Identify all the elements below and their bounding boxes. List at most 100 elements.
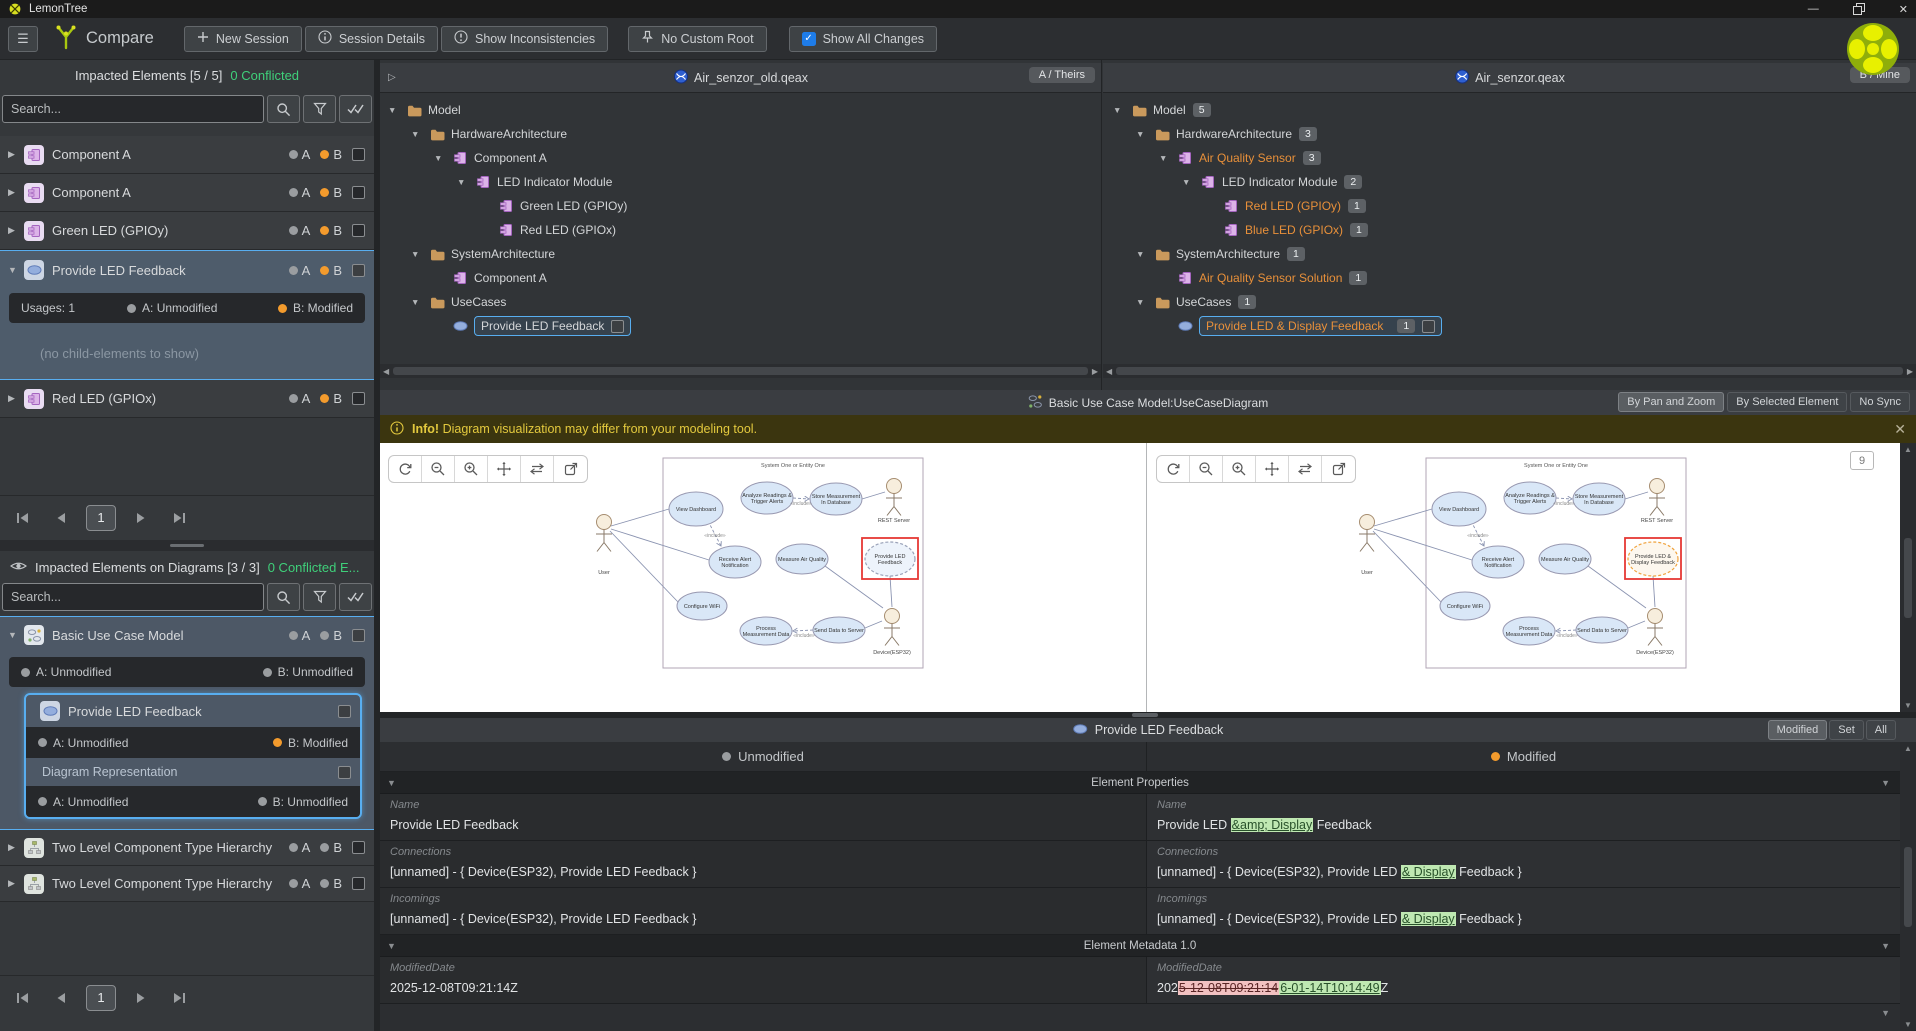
show-inconsistencies-button[interactable]: Show Inconsistencies	[441, 26, 608, 52]
collapse-tree-icon[interactable]: ▷	[388, 72, 396, 83]
tree-node[interactable]: ▼SystemArchitecture1	[1103, 242, 1916, 266]
sub-checkbox[interactable]	[338, 766, 351, 779]
tree-node[interactable]: ▼Air Quality Sensor3	[1103, 146, 1916, 170]
tree-node[interactable]: ▼HardwareArchitecture3	[1103, 122, 1916, 146]
menu-button[interactable]: ☰	[8, 26, 38, 52]
chevron-down-icon[interactable]: ▼	[411, 297, 428, 307]
filter-button[interactable]	[303, 95, 336, 123]
chevron-right-icon[interactable]: ▶	[8, 187, 24, 198]
tree-node[interactable]: ▼LED Indicator Module	[380, 170, 1101, 194]
chevron-right-icon[interactable]: ▶	[8, 842, 24, 853]
selected-diagram-element-card[interactable]: Provide LED Feedback A: Unmodified B: Mo…	[24, 693, 362, 819]
tree-item[interactable]: ▶Green LED (GPIOy)AB	[0, 212, 374, 250]
tree-node[interactable]: ▼Component A	[380, 146, 1101, 170]
usecase-diagram-a[interactable]: System One or Entity OneView DashboardAn…	[380, 443, 1147, 712]
collapse-icon[interactable]: ▼	[387, 941, 396, 951]
chevron-down-icon[interactable]: ▼	[1182, 177, 1199, 187]
collapse-icon[interactable]: ▼	[1881, 778, 1890, 788]
search-input-2[interactable]	[2, 583, 264, 611]
tree-node[interactable]: ▼UseCases1	[1103, 290, 1916, 314]
next-page-button[interactable]	[128, 507, 154, 529]
diagram-representation-row[interactable]: Diagram Representation	[26, 758, 360, 786]
row-checkbox[interactable]	[352, 629, 365, 642]
checkbox-checked-icon[interactable]: ✓	[802, 32, 816, 46]
chevron-down-icon[interactable]: ▼	[1136, 249, 1153, 259]
row-checkbox[interactable]	[352, 148, 365, 161]
no-custom-root-button[interactable]: No Custom Root	[628, 26, 766, 52]
last-page-button-2[interactable]	[166, 987, 192, 1009]
sync-off-button[interactable]: No Sync	[1850, 392, 1910, 412]
collapse-icon[interactable]: ▼	[1881, 941, 1890, 951]
node-checkbox[interactable]	[1422, 320, 1435, 333]
pan-button[interactable]	[488, 456, 521, 482]
tree-a-hscrollbar[interactable]: ◀▶	[380, 364, 1101, 378]
tree-node[interactable]: Air Quality Sensor Solution1	[1103, 266, 1916, 290]
zoom-in-button[interactable]	[455, 456, 488, 482]
details-vscrollbar[interactable]: ▲▼	[1900, 742, 1916, 1031]
first-page-button[interactable]	[10, 507, 36, 529]
close-button[interactable]: ✕	[1899, 3, 1908, 16]
chevron-down-icon[interactable]: ▼	[1159, 153, 1176, 163]
zoom-out-button[interactable]	[422, 456, 455, 482]
sidebar-splitter[interactable]	[0, 540, 374, 551]
row-checkbox[interactable]	[352, 392, 365, 405]
maximize-button[interactable]	[1853, 3, 1865, 15]
chevron-right-icon[interactable]: ▶	[8, 225, 24, 236]
sync-pan-zoom-button[interactable]: By Pan and Zoom	[1618, 392, 1724, 412]
tree-item[interactable]: ▶Component AAB	[0, 136, 374, 174]
chevron-down-icon[interactable]: ▼	[411, 249, 428, 259]
first-page-button-2[interactable]	[10, 987, 36, 1009]
chevron-down-icon[interactable]: ▼	[1136, 297, 1153, 307]
tree-node[interactable]: Component A	[380, 266, 1101, 290]
row-checkbox[interactable]	[352, 186, 365, 199]
refresh-button[interactable]	[1157, 456, 1190, 482]
chevron-down-icon[interactable]: ▼	[457, 177, 474, 187]
card-title-row[interactable]: Provide LED Feedback	[26, 695, 360, 727]
chevron-down-icon[interactable]: ▼	[1136, 129, 1153, 139]
tree-node[interactable]: ▼HardwareArchitecture	[380, 122, 1101, 146]
row-checkbox[interactable]	[352, 264, 365, 277]
tree-item[interactable]: ▼Provide LED FeedbackAB	[0, 251, 374, 289]
search-input[interactable]	[2, 95, 264, 123]
last-page-button[interactable]	[166, 507, 192, 529]
zoom-out-button[interactable]	[1190, 456, 1223, 482]
node-checkbox[interactable]	[611, 320, 624, 333]
select-all-button[interactable]	[339, 95, 372, 123]
sync-selected-element-button[interactable]: By Selected Element	[1727, 392, 1847, 412]
search-button-2[interactable]	[267, 583, 300, 611]
tree-node-selected[interactable]: Provide LED & Display Feedback1	[1103, 314, 1916, 338]
current-page-2[interactable]: 1	[86, 985, 116, 1011]
chevron-down-icon[interactable]: ▼	[411, 129, 428, 139]
card-checkbox[interactable]	[338, 705, 351, 718]
selection-frame[interactable]: Provide LED Feedback	[474, 316, 631, 336]
chevron-down-icon[interactable]: ▼	[434, 153, 451, 163]
selection-frame[interactable]: Provide LED & Display Feedback1	[1199, 316, 1442, 336]
tree-node[interactable]: Red LED (GPIOy)1	[1103, 194, 1916, 218]
filter-modified-button[interactable]: Modified	[1768, 720, 1828, 740]
new-session-button[interactable]: New Session	[184, 26, 302, 52]
show-all-changes-toggle[interactable]: ✓ Show All Changes	[789, 26, 937, 52]
next-page-button-2[interactable]	[128, 987, 154, 1009]
row-checkbox[interactable]	[352, 224, 365, 237]
chevron-down-icon[interactable]: ▼	[8, 630, 24, 640]
chevron-down-icon[interactable]: ▼	[388, 105, 405, 115]
current-page[interactable]: 1	[86, 505, 116, 531]
chevron-right-icon[interactable]: ▶	[8, 393, 24, 404]
tree-b-hscrollbar[interactable]: ◀▶	[1103, 364, 1916, 378]
chevron-down-icon[interactable]: ▼	[1113, 105, 1130, 115]
refresh-button[interactable]	[389, 456, 422, 482]
close-banner-icon[interactable]: ✕	[1894, 421, 1906, 438]
tree-item[interactable]: ▶Red LED (GPIOx)AB	[0, 380, 374, 418]
usecase-diagram-b[interactable]: System One or Entity OneView DashboardAn…	[1148, 443, 1900, 712]
filter-set-button[interactable]: Set	[1829, 720, 1864, 740]
tree-item[interactable]: ▶Two Level Component Type HierarchyAB	[0, 866, 374, 902]
filter-button-2[interactable]	[303, 583, 336, 611]
session-details-button[interactable]: Session Details	[305, 26, 438, 52]
swap-button[interactable]	[521, 456, 554, 482]
tree-node[interactable]: Red LED (GPIOx)	[380, 218, 1101, 242]
tree-item[interactable]: ▶Two Level Component Type HierarchyAB	[0, 830, 374, 866]
pan-button[interactable]	[1256, 456, 1289, 482]
search-button[interactable]	[267, 95, 300, 123]
zoom-in-button[interactable]	[1223, 456, 1256, 482]
swap-button[interactable]	[1289, 456, 1322, 482]
